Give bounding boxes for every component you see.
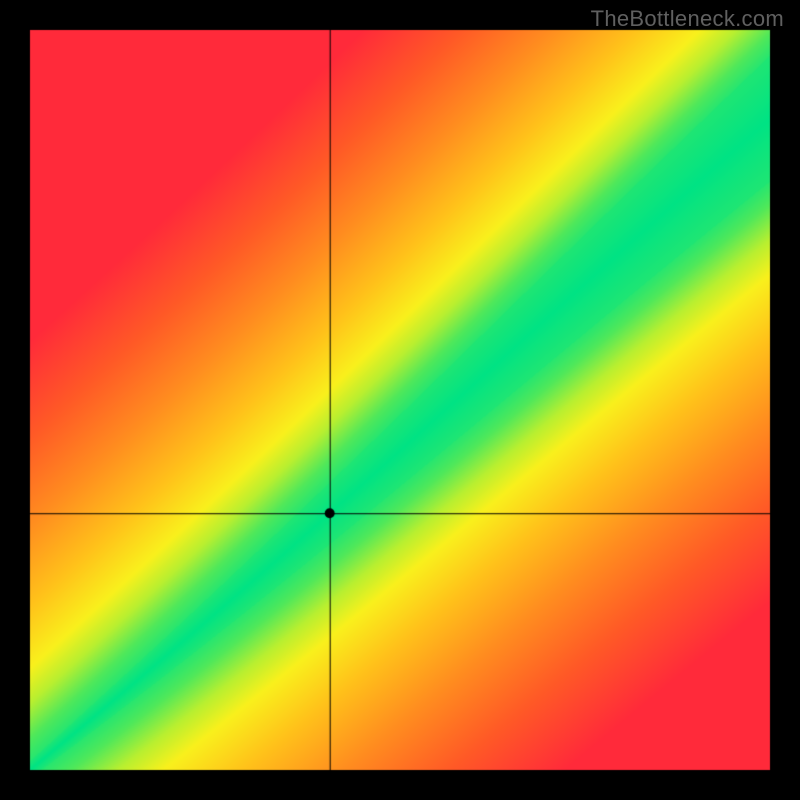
bottleneck-heatmap	[0, 0, 800, 800]
watermark-text: TheBottleneck.com	[591, 6, 784, 32]
